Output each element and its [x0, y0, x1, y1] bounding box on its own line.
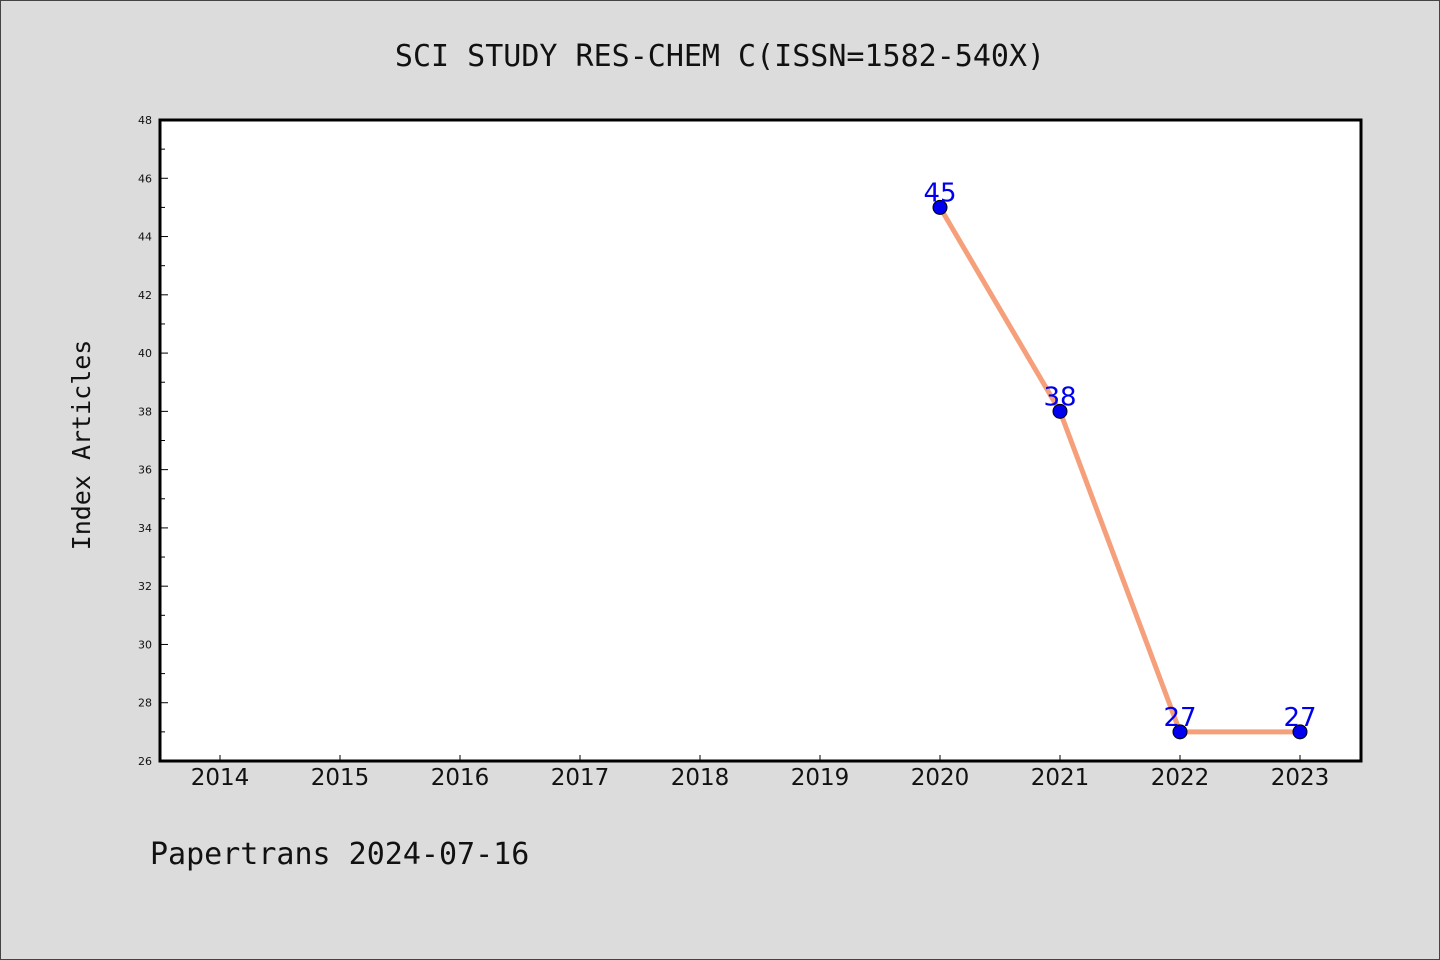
- chart-title: SCI STUDY RES-CHEM C(ISSN=1582-540X): [395, 39, 1045, 74]
- data-point: [1052, 403, 1068, 419]
- data-label: 45: [923, 178, 956, 208]
- x-tick-label: 2020: [911, 765, 970, 791]
- y-tick-label: 34: [138, 522, 152, 535]
- series-line: [937, 204, 1303, 735]
- x-tick-label: 2022: [1151, 765, 1210, 791]
- x-tick-label: 2021: [1031, 765, 1090, 791]
- y-tick-label: 32: [138, 580, 152, 593]
- y-tick-label: 46: [138, 172, 152, 185]
- x-tick-label: 2018: [671, 765, 730, 791]
- plot-border: [158, 118, 1363, 763]
- x-tick-label: 2014: [191, 765, 250, 791]
- data-label: 27: [1163, 703, 1196, 733]
- y-tick-label: 40: [138, 347, 152, 360]
- y-tick-label: 26: [138, 755, 152, 768]
- x-tick-label: 2016: [431, 765, 490, 791]
- footer-stamp: Papertrans 2024-07-16: [150, 837, 529, 872]
- plot-area: [160, 120, 1361, 761]
- y-tick-label: 42: [138, 289, 152, 302]
- y-tick-label: 48: [138, 114, 152, 127]
- data-point: [932, 199, 948, 215]
- y-tick-label: 30: [138, 638, 152, 651]
- x-tick-label: 2023: [1271, 765, 1330, 791]
- y-tick-label: 28: [138, 697, 152, 710]
- y-tick-label: 38: [138, 405, 152, 418]
- data-point: [1292, 724, 1308, 740]
- data-point: [1172, 724, 1188, 740]
- y-axis: 26 28 30 32 34 36 38 40 42 44 46 48: [138, 114, 168, 768]
- data-label: 38: [1043, 382, 1076, 412]
- y-tick-label: 36: [138, 464, 152, 477]
- x-tick-label: 2017: [551, 765, 610, 791]
- x-tick-label: 2015: [311, 765, 370, 791]
- y-axis-label: Index Articles: [67, 340, 96, 551]
- x-tick-label: 2019: [791, 765, 850, 791]
- x-axis: 2014 2015 2016 2017 2018 2019 2020 2021 2022 2023: [191, 755, 1330, 791]
- data-label: 27: [1283, 703, 1316, 733]
- y-tick-label: 44: [138, 231, 152, 244]
- series-layer: 45 38 27 27: [923, 178, 1317, 740]
